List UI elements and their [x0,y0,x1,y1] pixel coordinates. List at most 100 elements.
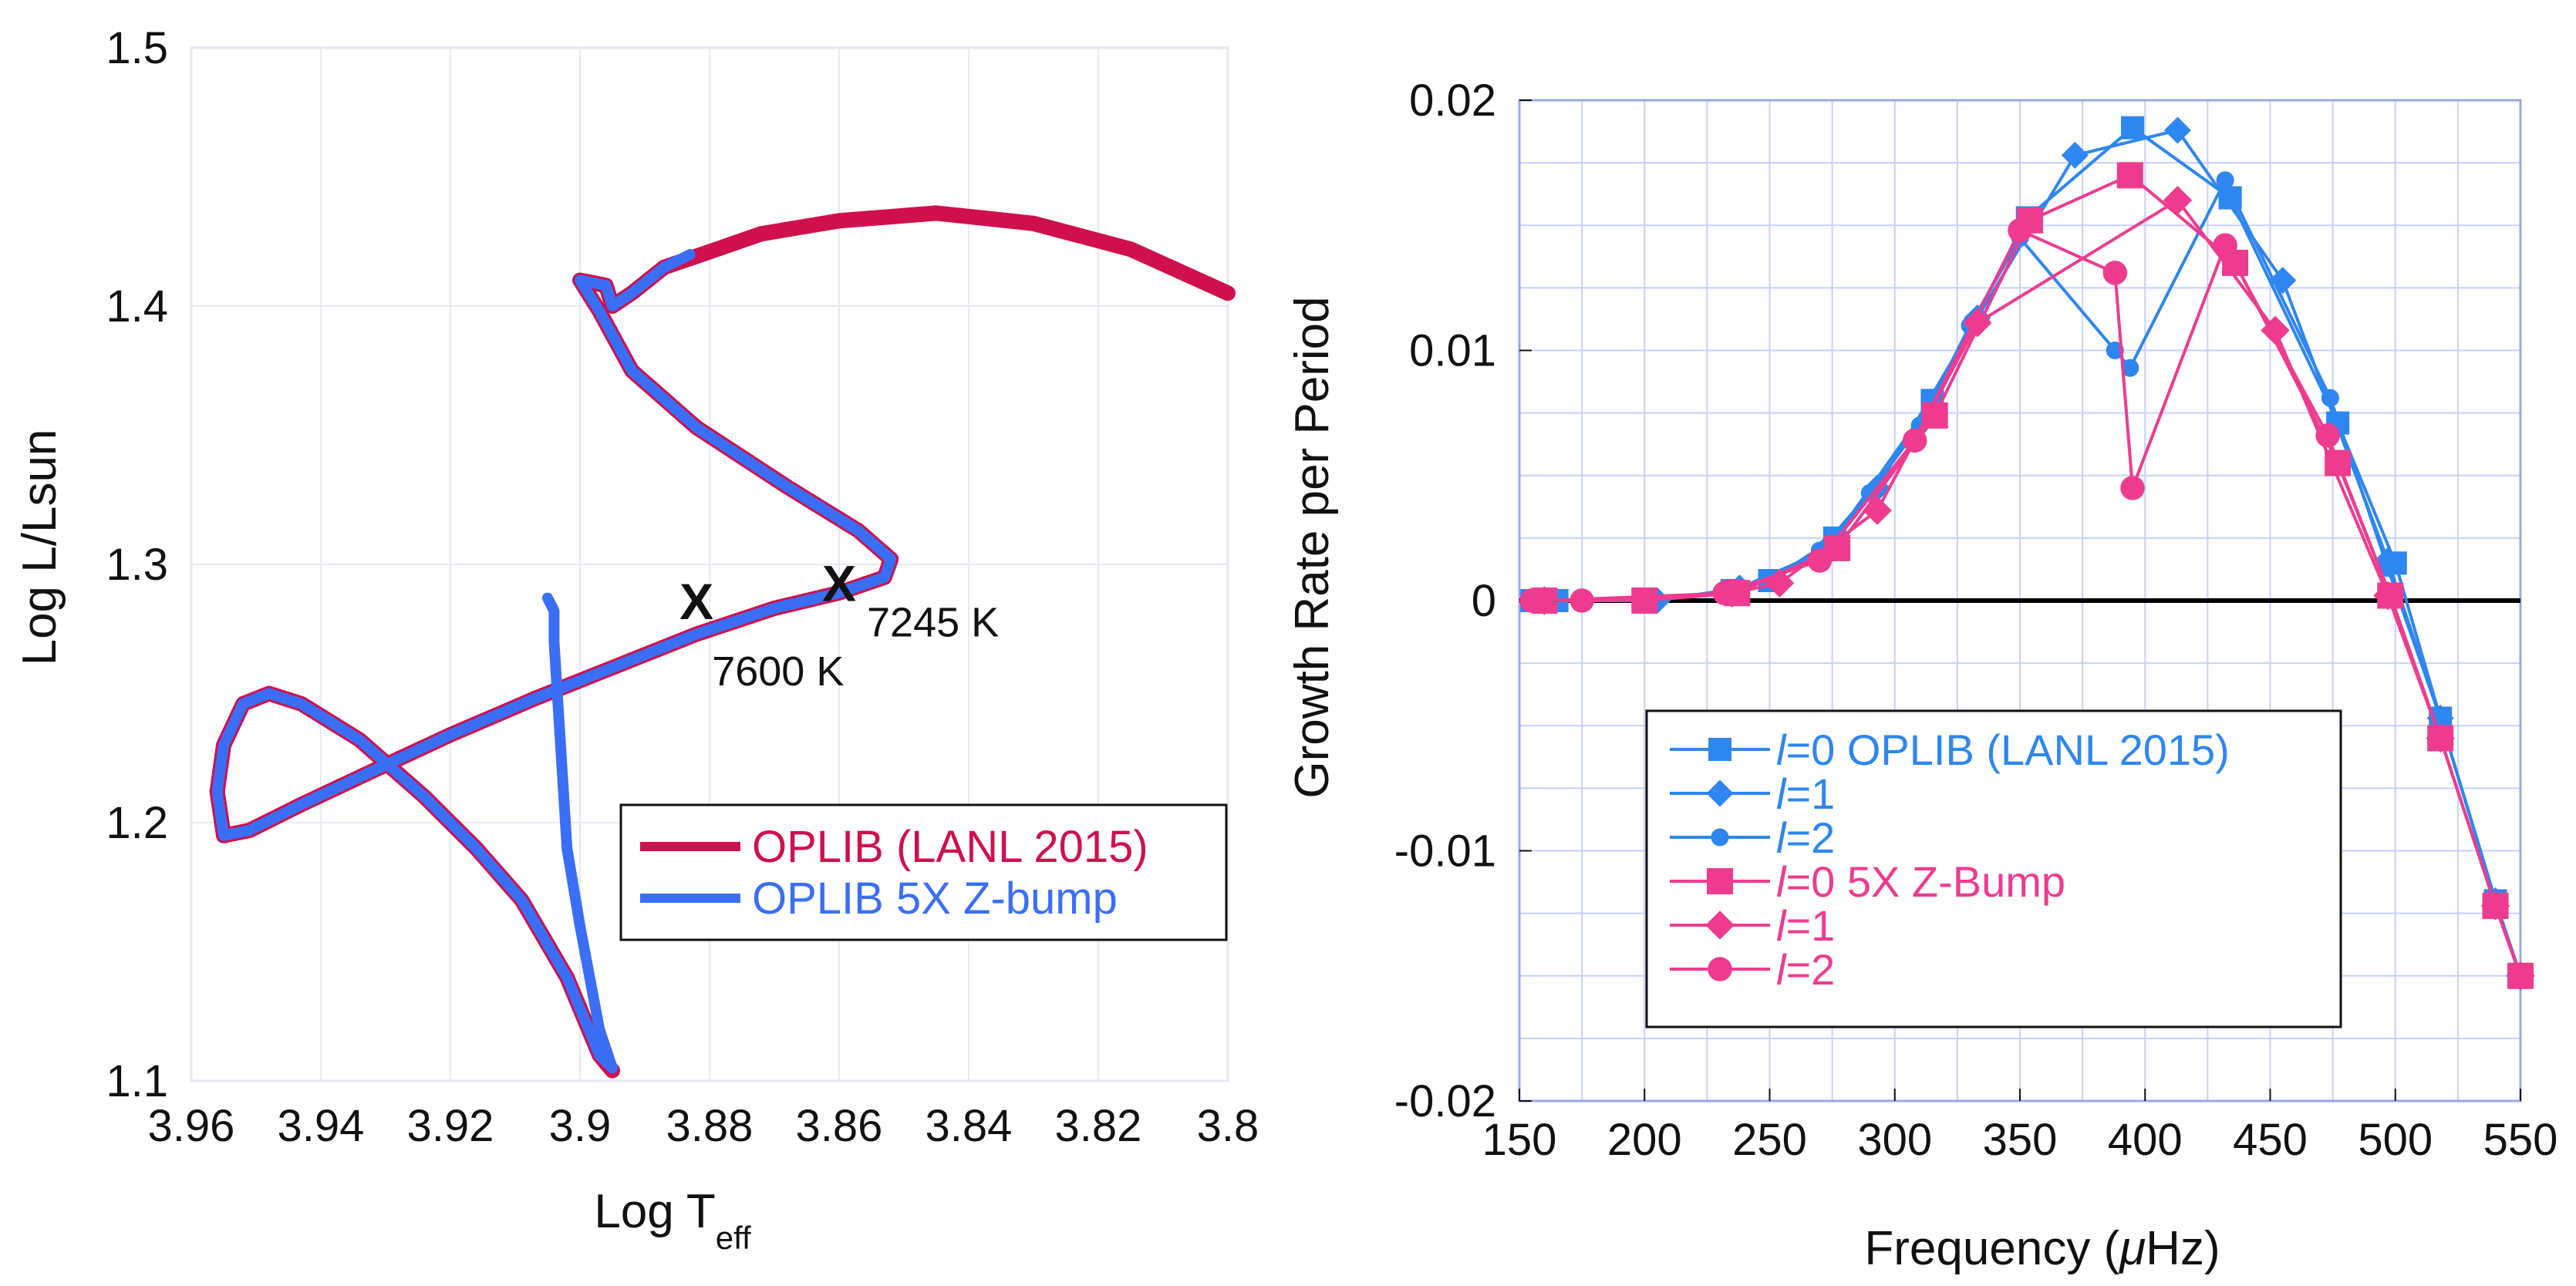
hr-ylabel: Log L/Lsun [13,429,66,666]
growth-legend-entry: l=0 5X Z-Bump [1670,857,2065,906]
growth-legend-l-rest: =0 OPLIB (LANL 2015) [1785,725,2229,774]
hr-tick-labels: 3.96 3.94 3.92 3.9 3.88 3.86 3.84 3.82 3.8 1.1 1.2… [106,23,1259,1151]
growth-point-square [2116,162,2143,189]
growth-x-tick-label: 550 [2483,1115,2558,1165]
temperature-x-marker: X [822,554,856,611]
hr-xlabel-sub: eff [716,1220,751,1256]
growth-legend-label: l=0 OPLIB (LANL 2015) [1776,725,2230,774]
hr-xlabel-main: Log T [594,1185,715,1238]
growth-x-tick-label: 450 [2233,1115,2308,1165]
growth-x-tick-label: 500 [2358,1115,2433,1165]
growth-legend-l-symbol: l [1776,901,1787,950]
growth-point-circle [1712,581,1737,606]
growth-legend-marker [1707,868,1733,894]
hr-x-tick-label: 3.9 [549,1101,612,1151]
growth-point-circle [2008,217,2032,243]
growth-legend-label: l=1 [1776,901,1835,950]
growth-point-diamond [2163,116,2191,144]
temperature-label: 7245 K [867,599,999,645]
hr-y-tick-label: 1.3 [106,540,168,590]
growth-legend-entry: l=2 [1670,813,1835,862]
growth-legend-marker [1711,828,1729,847]
growth-y-tick-label: 0.01 [1409,326,1496,376]
growth-point-diamond [2061,141,2089,169]
hr-tracks [209,205,1236,1079]
growth-xlabel-tail: Hz) [2146,1222,2220,1275]
growth-legend-l-symbol: l [1776,945,1787,994]
growth-legend-l-rest: =0 5X Z-Bump [1785,857,2065,906]
hr-legend-label-oplib: OPLIB (LANL 2015) [752,822,1148,872]
growth-legend-l-symbol: l [1776,725,1787,774]
growth-point-square [1631,587,1658,614]
hr-xlabel: Log Teff [594,1185,751,1256]
growth-point-circle [1807,548,1833,573]
growth-legend-entry: l=0 OPLIB (LANL 2015) [1670,725,2230,774]
growth-legend-l-rest: =1 [1785,769,1835,818]
growth-point-circle [1570,588,1594,613]
growth-xlabel: Frequency (μHz) [1864,1222,2220,1275]
hr-x-tick-label: 3.8 [1197,1101,1259,1151]
temperature-label: 7600 K [712,648,844,695]
growth-x-tick-label: 300 [1857,1115,1932,1165]
hr-y-tick-label: 1.2 [106,798,168,848]
growth-legend-l-symbol: l [1776,813,1787,862]
growth-legend: l=0 OPLIB (LANL 2015)l=1l=2l=0 5X Z-Bump… [1645,709,2342,1028]
growth-point-circle [2321,389,2339,407]
hr-legend: OPLIB (LANL 2015) OPLIB 5X Z-bump [619,803,1228,941]
growth-point-circle [2508,964,2533,988]
growth-point-circle [1902,428,1927,453]
growth-series-line [1532,228,2522,977]
growth-y-tick-label: 0 [1472,576,1496,626]
growth-y-tick-label: -0.01 [1394,826,1496,877]
growth-point-circle [2378,583,2403,608]
growth-legend-entry: l=1 [1670,769,1835,818]
growth-legend-box [1645,709,2342,1028]
hr-y-tick-label: 1.4 [106,281,168,332]
growth-legend-label: l=2 [1776,813,1835,862]
hr-x-tick-label: 3.84 [926,1101,1013,1151]
growth-xlabel-main: Frequency ( [1864,1222,2119,1275]
growth-legend-marker [1708,957,1732,981]
hr-track-zbump [211,249,897,1074]
hr-x-tick-label: 3.94 [278,1101,365,1151]
growth-x-tick-label: 400 [2108,1115,2183,1165]
growth-point-circle [2315,423,2340,448]
growth-legend-entry: l=1 [1670,901,1835,950]
growth-point-circle [2428,725,2453,751]
growth-legend-entries: l=0 OPLIB (LANL 2015)l=1l=2l=0 5X Z-Bump… [1670,725,2230,994]
growth-point-diamond [2163,186,2193,215]
growth-legend-marker [1706,779,1734,807]
growth-legend-l-rest: =1 [1785,901,1835,950]
growth-x-tick-label: 350 [1983,1115,2058,1165]
growth-legend-label: l=2 [1776,945,1835,994]
growth-ylabel: Growth Rate per Period [1286,296,1339,798]
hr-x-tick-label: 3.86 [796,1101,883,1151]
growth-point-circle [2102,261,2128,285]
growth-legend-l-symbol: l [1776,857,1787,906]
hr-x-tick-label: 3.88 [666,1101,754,1151]
growth-legend-l-rest: =2 [1785,813,1835,862]
growth-point-circle [2483,894,2508,918]
growth-series [1519,116,2535,991]
growth-x-tick-label: 200 [1607,1115,1682,1165]
growth-point-circle [1519,588,1544,613]
hr-legend-label-zbump: OPLIB 5X Z-bump [752,874,1118,924]
growth-point-circle [2213,233,2237,258]
growth-point-square [2121,116,2145,140]
growth-legend-l-rest: =2 [1785,945,1835,994]
growth-point-circle [2216,171,2234,190]
hr-legend-box [619,803,1228,941]
growth-y-tick-label: -0.02 [1394,1076,1496,1126]
growth-legend-entry: l=2 [1670,945,1835,994]
growth-legend-label: l=0 5X Z-Bump [1776,857,2065,906]
growth-point-diamond [1863,496,1892,525]
growth-rate-chart: 150 200 250 300 350 400 450 500 550 -0.02 -0.01 0 0.… [1286,76,2557,1275]
growth-xlabel-mu: μ [2118,1222,2146,1275]
growth-series-zbump-circle [1519,217,2533,988]
growth-legend-marker [1705,911,1735,940]
growth-legend-label: l=1 [1776,769,1835,818]
growth-y-tick-label: 0.02 [1409,76,1496,126]
